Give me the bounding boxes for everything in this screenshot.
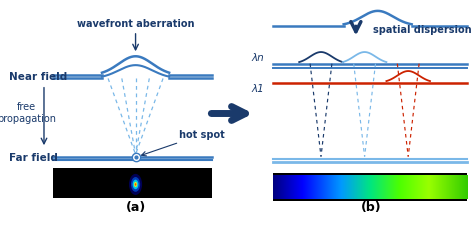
Text: hot spot: hot spot <box>142 130 225 156</box>
Text: wavefront aberration: wavefront aberration <box>77 19 194 29</box>
FancyBboxPatch shape <box>273 173 467 201</box>
Ellipse shape <box>135 183 137 186</box>
Text: spatial dispersion: spatial dispersion <box>374 25 472 35</box>
Text: λ1: λ1 <box>252 84 264 94</box>
Ellipse shape <box>134 182 137 187</box>
Text: Far field: Far field <box>9 153 58 163</box>
Ellipse shape <box>129 174 142 195</box>
Text: (a): (a) <box>126 200 146 214</box>
Ellipse shape <box>131 177 140 192</box>
Text: free
propagation: free propagation <box>0 102 56 124</box>
FancyBboxPatch shape <box>53 168 212 198</box>
Text: (b): (b) <box>361 200 382 214</box>
Ellipse shape <box>133 180 138 189</box>
Text: Near field: Near field <box>9 72 67 82</box>
Text: λn: λn <box>252 53 264 63</box>
